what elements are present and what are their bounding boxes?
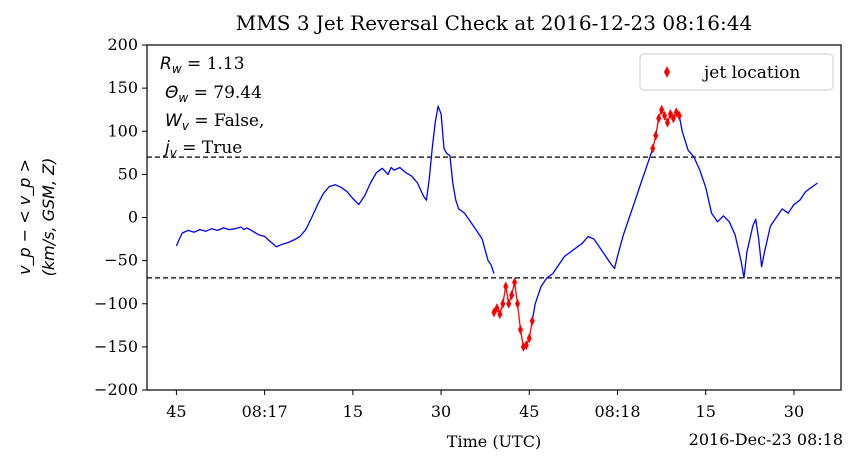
- y-axis-ticks: −200 −150 −100 −50 0 50 100 150 200: [94, 35, 147, 399]
- x-axis-label: Time (UTC): [447, 432, 541, 451]
- jet-marker: [665, 117, 670, 128]
- threshold-lines: [147, 156, 841, 279]
- annotation-line: Wv = False,: [165, 111, 264, 133]
- x-tick-label: 15: [343, 402, 363, 421]
- series-line: [175, 105, 495, 274]
- jet-marker: [497, 309, 503, 320]
- y-axis-label-line2: (km/s, GSM, Z): [39, 158, 58, 277]
- x-axis-offset-label: 2016-Dec-23 08:18: [689, 430, 843, 449]
- jet-marker: [517, 324, 523, 335]
- chart-title: MMS 3 Jet Reversal Check at 2016-12-23 0…: [236, 11, 752, 35]
- jet-marker: [512, 277, 518, 288]
- series-line: [678, 115, 818, 279]
- jet-marker: [491, 307, 497, 318]
- annotation-line: jv = True: [163, 138, 242, 160]
- y-tick-label: −100: [94, 294, 138, 313]
- annotation-box: Rw = 1.13 Θw = 79.44 Wv = False, jv = True: [160, 54, 264, 160]
- jet-marker: [650, 143, 656, 154]
- jet-marker: [653, 130, 659, 141]
- jet-marker: [523, 340, 529, 351]
- jet-marker: [662, 110, 668, 121]
- jet-marker: [494, 303, 500, 314]
- y-tick-label: 100: [107, 121, 138, 140]
- x-tick-label: 15: [696, 402, 716, 421]
- series-line: [531, 148, 654, 322]
- legend-label: jet location: [702, 63, 800, 83]
- x-tick-label: 45: [519, 402, 539, 421]
- y-tick-label: −50: [104, 251, 138, 270]
- y-tick-label: 0: [128, 208, 138, 227]
- jet-marker: [529, 316, 535, 326]
- x-tick-label: 30: [784, 402, 804, 421]
- plot-frame: [146, 44, 842, 391]
- legend-marker-icon: [664, 66, 670, 78]
- legend: jet location: [639, 53, 834, 91]
- y-tick-label: −200: [94, 380, 138, 399]
- jet-marker: [659, 104, 665, 115]
- x-tick-label: 30: [431, 402, 451, 421]
- legend-frame: [639, 53, 834, 91]
- jet-marker: [500, 298, 506, 309]
- jet-marker: [503, 281, 509, 292]
- jet-marker: [526, 333, 532, 344]
- annotation-line: Θw = 79.44: [165, 83, 262, 105]
- y-tick-label: −150: [94, 337, 138, 356]
- jet-markers: [491, 104, 682, 352]
- series-line: [652, 109, 680, 149]
- jet-marker: [656, 113, 662, 124]
- y-axis-label-line1: v_p − < v_p >: [15, 159, 35, 275]
- y-axis-label: v_p − < v_p > (km/s, GSM, Z): [15, 158, 58, 277]
- jet-marker: [667, 109, 673, 119]
- jet-marker: [506, 298, 512, 309]
- jet-marker: [509, 290, 515, 301]
- x-tick-label: 08:18: [594, 402, 640, 421]
- annotation-line: Rw = 1.13: [160, 54, 245, 76]
- y-tick-label: 150: [107, 78, 138, 97]
- y-tick-label: 50: [118, 164, 138, 183]
- jet-marker: [515, 298, 521, 309]
- x-tick-label: 08:17: [242, 402, 288, 421]
- y-tick-label: 200: [107, 35, 138, 54]
- x-axis-ticks: 45 08:17 15 30 45 08:18 15 30: [166, 390, 804, 421]
- jet-marker: [676, 110, 682, 121]
- jet-marker: [670, 113, 676, 124]
- x-tick-label: 45: [166, 402, 186, 421]
